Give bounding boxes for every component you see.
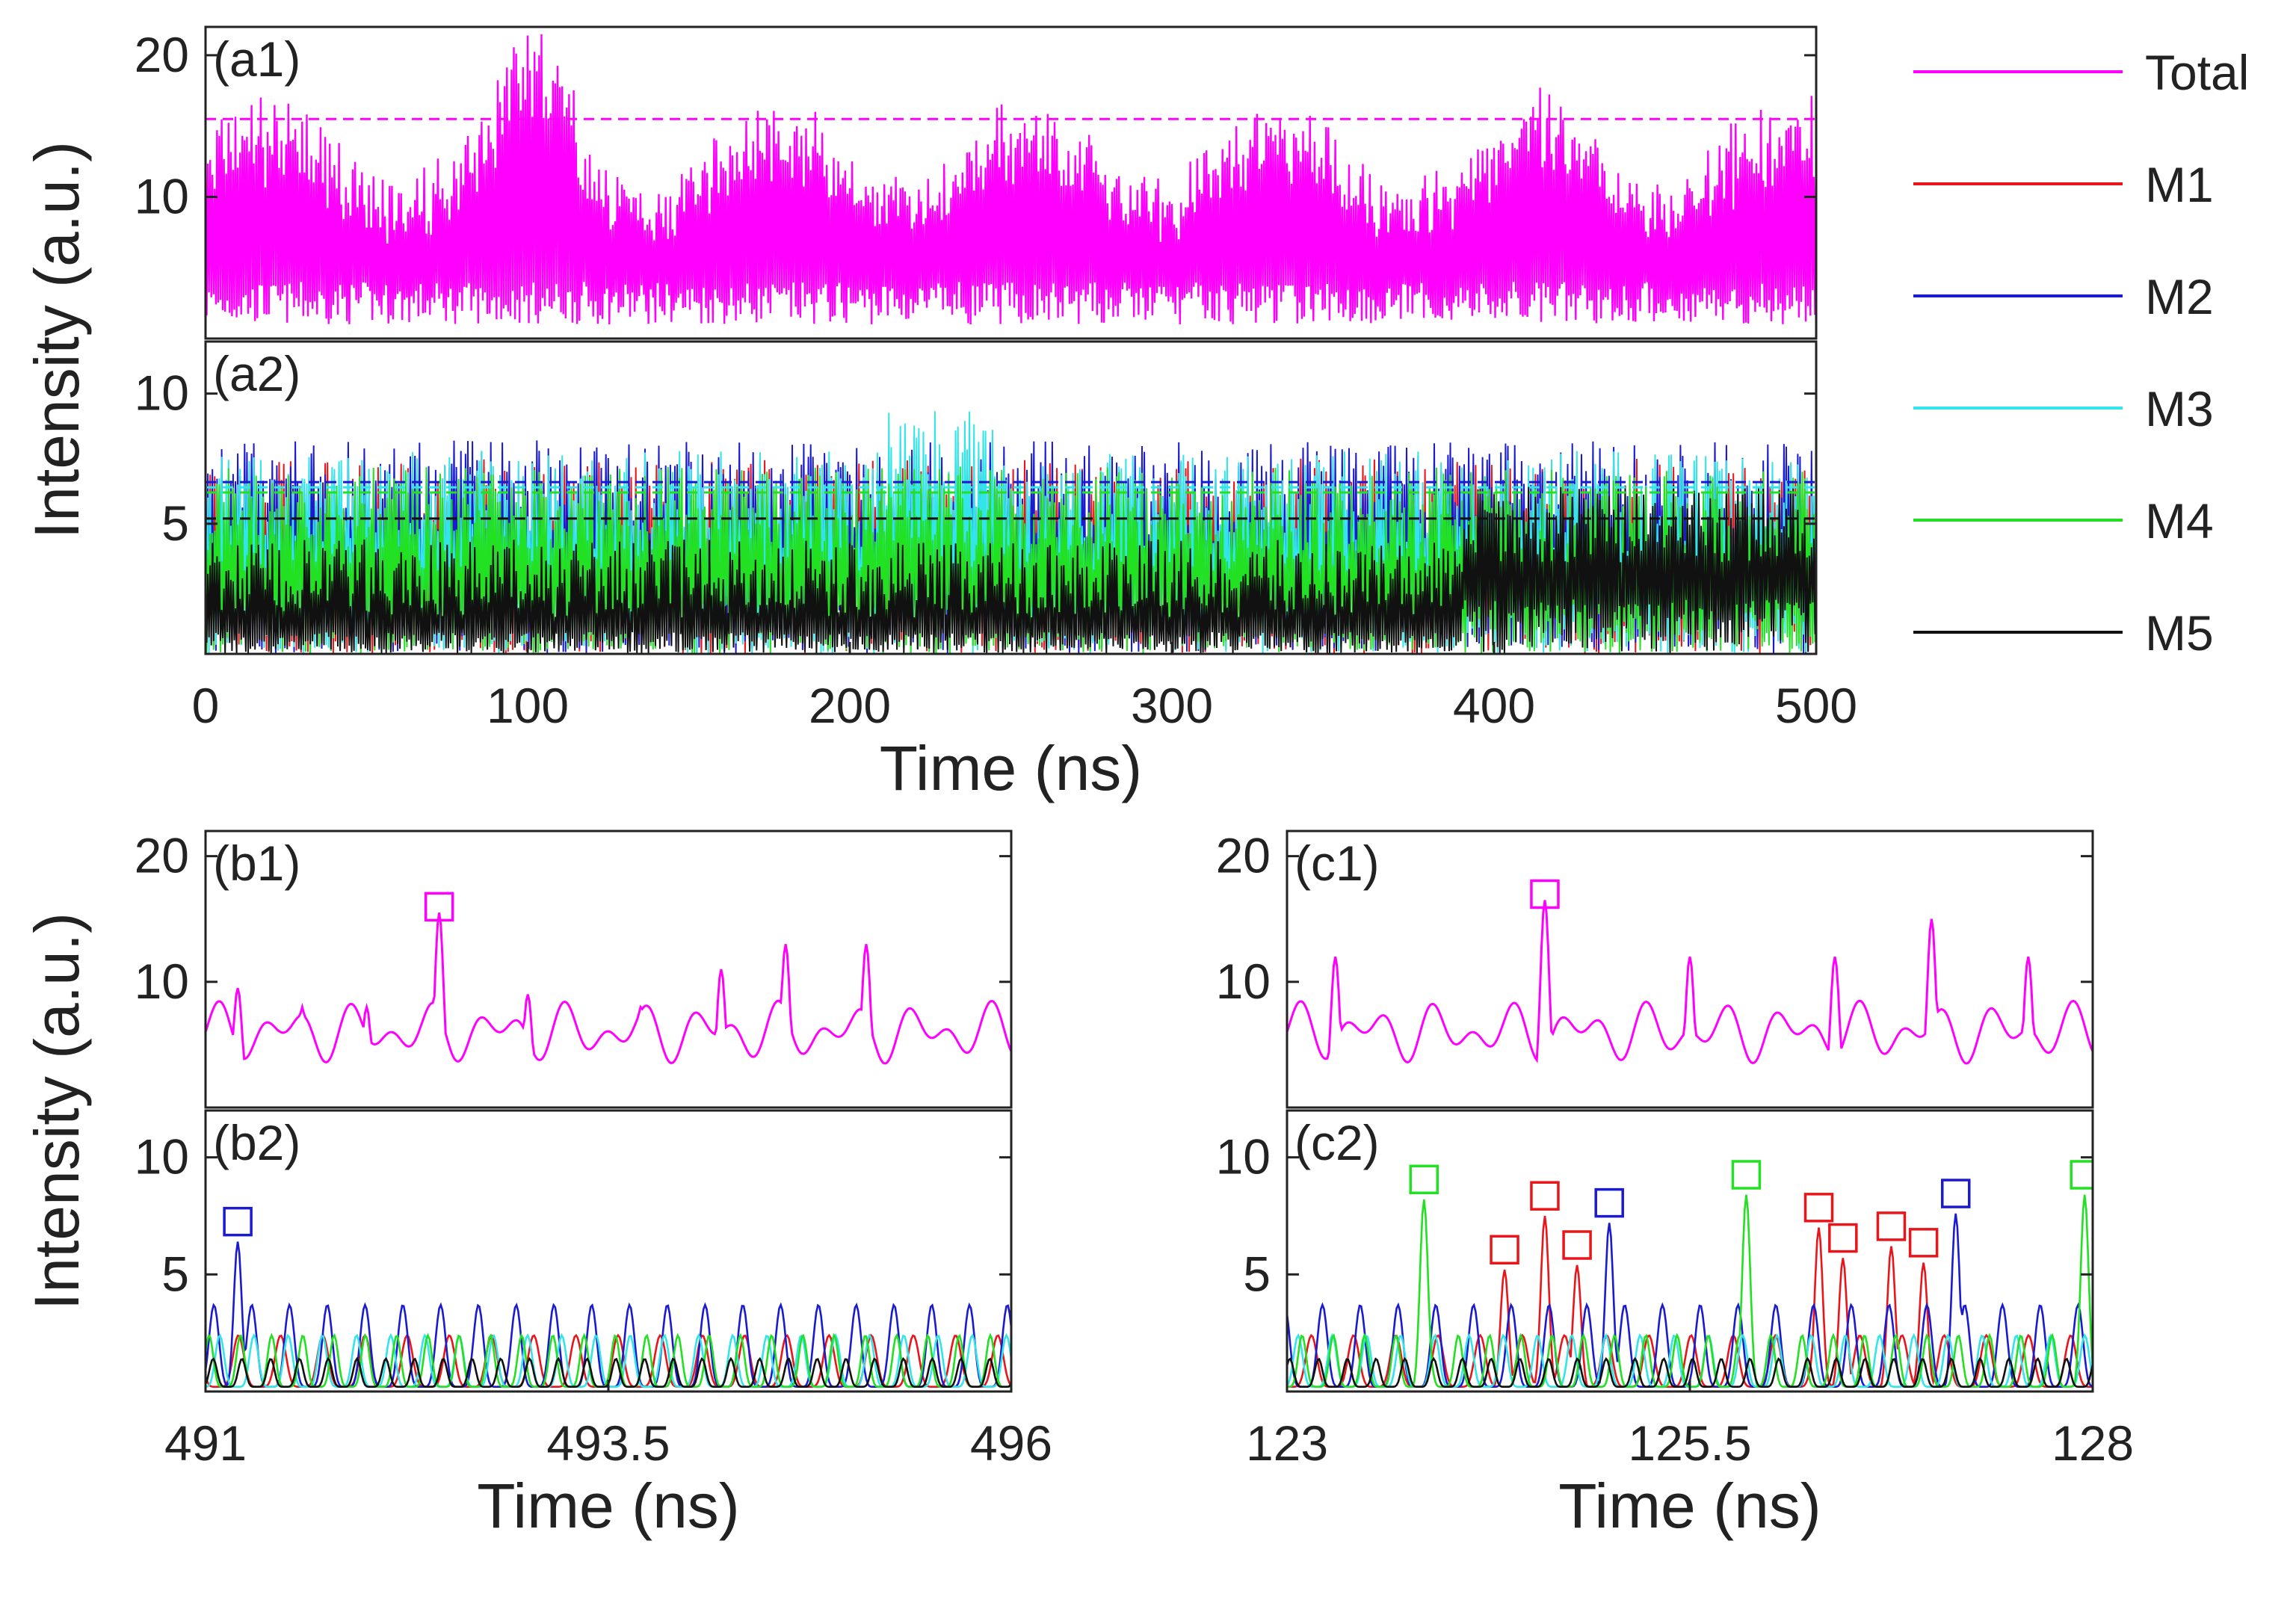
- plot-area-a1: [206, 34, 1816, 325]
- legend-label: M2: [2145, 269, 2214, 324]
- panel-label-c1: (c1): [1294, 835, 1380, 891]
- plot-area-a2: [206, 411, 1816, 654]
- xtick-label: 0: [192, 678, 220, 733]
- peak-marker-1: [1490, 1235, 1519, 1265]
- legend-label: Total: [2145, 45, 2249, 100]
- legend-label: M3: [2145, 381, 2214, 436]
- xtick-label: 125.5: [1628, 1415, 1751, 1471]
- legend-label: M5: [2145, 605, 2214, 661]
- ytick-label: 20: [1216, 828, 1271, 883]
- panel-b1: 10 20 (b1): [135, 828, 1013, 1109]
- panel-c2: 5 10 123 125.5 128 Time (ns) (c2): [1216, 1109, 2134, 1541]
- xtick-label: 491: [164, 1415, 247, 1471]
- series-m5: [206, 484, 1816, 654]
- peak-marker-7: [1828, 1223, 1858, 1253]
- legend-item-m1: M1: [1913, 157, 2214, 212]
- peak-marker-3: [1562, 1230, 1592, 1260]
- legend-label: M4: [2145, 493, 2214, 549]
- peak-marker-11: [2070, 1160, 2093, 1190]
- panel-c1: 10 20 (c1): [1216, 828, 2094, 1109]
- ytick-label: 10: [1216, 954, 1271, 1009]
- plot-area-c1: [1287, 879, 2093, 1065]
- xtick-label: 400: [1453, 678, 1535, 733]
- ytick-label: 5: [1243, 1246, 1271, 1301]
- xtick-label: 100: [487, 678, 569, 733]
- panel-b2: 5 10 491 493.5 496 Time (ns) (b2): [135, 1109, 1052, 1541]
- xaxis-label: Time (ns): [1558, 1471, 1821, 1541]
- peak-marker-8: [1876, 1211, 1907, 1241]
- xtick-label: 300: [1131, 678, 1213, 733]
- legend: Total M1 M2 M3 M4 M5: [1913, 45, 2249, 661]
- legend-item-m3: M3: [1913, 381, 2214, 436]
- xtick-label: 496: [970, 1415, 1052, 1471]
- figure-labels: Intensity (a.u.) Intensity (a.u.): [22, 141, 92, 1310]
- ytick-label: 10: [135, 168, 189, 223]
- peak-marker-10: [1940, 1179, 1971, 1208]
- xtick-label: 493.5: [546, 1415, 670, 1471]
- legend-item-total: Total: [1913, 45, 2249, 100]
- xtick-label: 500: [1775, 678, 1857, 733]
- xaxis-label: Time (ns): [880, 733, 1143, 803]
- ytick-label: 5: [161, 1246, 189, 1301]
- ytick-label: 20: [135, 27, 189, 82]
- peak-marker-2: [1530, 1181, 1560, 1211]
- ytick-label: 10: [135, 1129, 189, 1184]
- ytick-label: 5: [161, 495, 189, 551]
- series-m4: [206, 1332, 1011, 1388]
- peak-marker-0: [424, 892, 454, 922]
- panel-label-a2: (a2): [213, 346, 300, 401]
- axes-frame-b1: [204, 830, 1013, 1109]
- plot-area-b1: [206, 892, 1011, 1065]
- xtick-label: 200: [809, 678, 891, 733]
- peak-marker-0: [223, 1206, 253, 1237]
- legend-label: M1: [2145, 157, 2214, 212]
- panel-label-b2: (b2): [213, 1115, 300, 1170]
- ytick-label: 10: [135, 954, 189, 1009]
- panel-a1: 10 20 (a1): [135, 25, 1818, 340]
- axes-frame-a2: [204, 340, 1818, 655]
- peak-marker-5: [1731, 1160, 1762, 1190]
- ytick-label: 20: [135, 828, 189, 883]
- legend-item-m5: M5: [1913, 605, 2214, 661]
- peak-marker-0: [1530, 879, 1560, 909]
- xtick-label: 123: [1246, 1415, 1328, 1471]
- peak-marker-0: [1409, 1164, 1439, 1195]
- series-total: [1287, 900, 2093, 1065]
- axes-frame-c1: [1286, 830, 2094, 1109]
- legend-item-m4: M4: [1913, 493, 2214, 549]
- series-m5: [1287, 1356, 2093, 1388]
- panel-label-b1: (b1): [213, 835, 300, 891]
- panel-label-c2: (c2): [1294, 1115, 1380, 1170]
- panel-label-a1: (a1): [213, 31, 300, 87]
- peak-marker-9: [1908, 1228, 1939, 1258]
- legend-item-m2: M2: [1913, 269, 2214, 324]
- yaxis-label: Intensity (a.u.): [22, 912, 92, 1310]
- peak-marker-6: [1803, 1193, 1834, 1223]
- series-total: [206, 912, 1011, 1065]
- ytick-label: 10: [135, 365, 189, 421]
- xtick-label: 128: [2052, 1415, 2134, 1471]
- peak-marker-4: [1594, 1187, 1624, 1218]
- axes-frame-a1: [204, 25, 1818, 340]
- series-total: [206, 34, 1816, 325]
- ytick-label: 10: [1216, 1129, 1271, 1184]
- xaxis-label: Time (ns): [477, 1471, 740, 1541]
- yaxis-label: Intensity (a.u.): [22, 141, 92, 539]
